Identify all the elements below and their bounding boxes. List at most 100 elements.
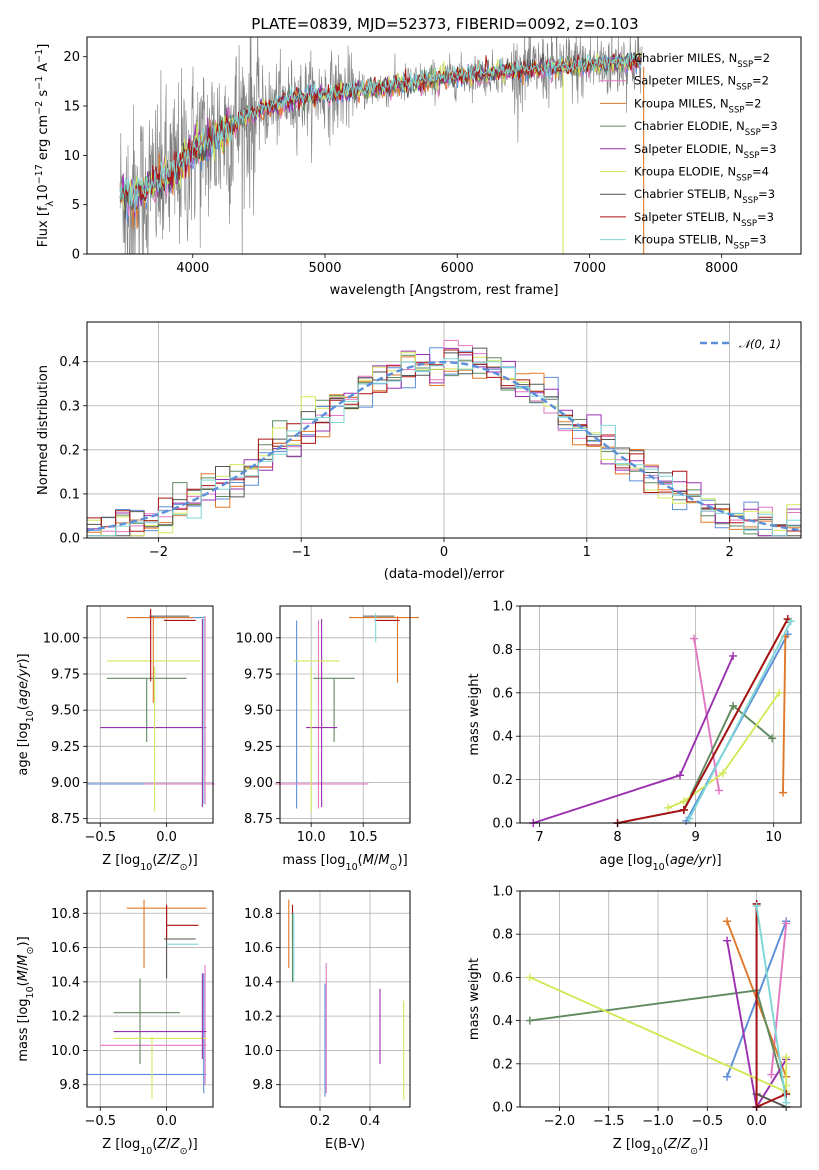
mass-vs-Z-ytick-label: 10.6 xyxy=(51,941,80,956)
weight-vs-age-series-kroupa-miles xyxy=(782,636,787,793)
weight-vs-Z-ytick-label: 0.4 xyxy=(492,1014,513,1029)
mass-vs-Z-frame: −0.5 0.0 9.8 10.0 10.2 10.4 10.6 10.8 xyxy=(51,890,214,1129)
mass-vs-Z-spines xyxy=(86,890,214,1108)
weight-vs-Z-marker-chabrier-miles xyxy=(723,1072,732,1081)
legend-label-kroupa-miles: Kroupa MILES, NSSP=2 xyxy=(634,96,761,115)
spectrum-xtick-label: 8000 xyxy=(705,261,738,276)
residuals-xtick-label: 2 xyxy=(725,545,733,560)
mass-vs-EBV-xlabel: E(B-V) xyxy=(325,1137,365,1152)
spectrum-ytick-label: 5 xyxy=(72,198,80,213)
weight-vs-Z-xtick-label: −2.0 xyxy=(544,1114,576,1129)
figure-title: PLATE=0839, MJD=52373, FIBERID=0092, z=0… xyxy=(251,15,638,33)
legend-label-chabrier-elodie: Chabrier ELODIE, NSSP=3 xyxy=(634,119,778,138)
spectrum-ytick-label: 10 xyxy=(63,149,80,164)
weight-vs-Z-ytick-label: 1.0 xyxy=(492,885,513,900)
mass-vs-EBV-ytick-label: 10.0 xyxy=(244,1044,273,1059)
weight-vs-age-ytick-label: 0.8 xyxy=(492,643,513,658)
weight-vs-Z-ytick-label: 0.8 xyxy=(492,928,513,943)
weight-vs-Z-marker-kroupa-miles xyxy=(723,917,732,926)
mass-vs-Z-ylabel: mass [log10(M/M⊙)] xyxy=(16,936,36,1061)
weight-vs-age-marker-kroupa-elodie xyxy=(679,797,688,806)
mass-vs-EBV-ytick-label: 10.4 xyxy=(244,975,273,990)
age-vs-mass-ytick-label: 9.75 xyxy=(244,667,273,682)
legend-label-chabrier-stelib: Chabrier STELIB, NSSP=3 xyxy=(634,187,775,206)
weight-vs-Z-ylabel: mass weight xyxy=(467,958,482,1040)
age-vs-Z-ylabel: age [log10(age/yr)] xyxy=(16,653,36,775)
weight-vs-age-marker-salpeter-elodie xyxy=(676,771,685,780)
spectrum-xtick-label: 4000 xyxy=(176,261,209,276)
weight-vs-Z-marker-kroupa-stelib xyxy=(752,902,761,911)
weight-vs-age-marker-kroupa-stelib xyxy=(685,814,694,823)
weight-vs-age-ytick-label: 1.0 xyxy=(492,600,513,615)
mass-vs-EBV-ytick-label: 9.8 xyxy=(252,1078,273,1093)
mass-vs-Z-ytick-label: 9.8 xyxy=(59,1078,80,1093)
spectrum-xtick-label: 5000 xyxy=(308,261,341,276)
weight-vs-age-marker-salpeter-stelib xyxy=(679,805,688,814)
weight-vs-Z-marker-kroupa-elodie xyxy=(782,1053,791,1062)
age-vs-mass-xtick-label: 10.0 xyxy=(297,830,326,845)
weight-vs-Z-ytick-label: 0.2 xyxy=(492,1057,513,1072)
weight-vs-Z-marker-kroupa-stelib xyxy=(782,1098,791,1107)
age-vs-Z-xtick-label: −0.5 xyxy=(84,830,116,845)
age-vs-mass-frame: 10.0 10.5 8.75 9.00 9.25 9.50 9.75 10.00 xyxy=(236,605,411,845)
age-vs-Z-ytick-label: 9.50 xyxy=(51,704,80,719)
mass-vs-EBV-ytick-label: 10.8 xyxy=(244,907,273,922)
age-vs-Z-axes xyxy=(87,606,213,823)
weight-vs-age-series-kroupa-stelib xyxy=(688,620,792,820)
spectrum-legend: Chabrier MILES, NSSP=2 Salpeter MILES, NS… xyxy=(600,51,778,252)
legend-label-kroupa-stelib: Kroupa STELIB, NSSP=3 xyxy=(634,233,766,252)
spectrum-ytick-label: 20 xyxy=(63,50,80,65)
weight-vs-age-marker-chabrier-elodie xyxy=(768,734,777,743)
weight-vs-age-xtick-label: 10 xyxy=(765,830,782,845)
weight-vs-Z-marker-kroupa-elodie xyxy=(525,973,534,982)
weight-vs-Z-marker-salpeter-elodie xyxy=(723,936,732,945)
weight-vs-age-marker-chabrier-elodie xyxy=(729,701,738,710)
weight-vs-age-ytick-label: 0.4 xyxy=(492,730,513,745)
age-vs-mass-ytick-label: 10.00 xyxy=(236,631,273,646)
mass-vs-Z-axes xyxy=(87,891,213,1107)
spectrum-xlabel: wavelength [Angstrom, rest frame] xyxy=(330,283,559,298)
weight-vs-age-marker-kroupa-elodie xyxy=(664,803,673,812)
weight-vs-Z-marker-salpeter-miles xyxy=(782,919,791,928)
mass-vs-EBV-frame: 0.2 0.4 9.8 10.0 10.2 10.4 10.6 10.8 xyxy=(244,890,411,1129)
mass-vs-Z-ytick-label: 10.8 xyxy=(51,907,80,922)
normal-curve xyxy=(86,360,802,532)
spectrum-xtick-label: 6000 xyxy=(441,261,474,276)
weight-vs-age-ytick-label: 0.6 xyxy=(492,686,513,701)
weight-vs-age-ylabel: mass weight xyxy=(467,673,482,755)
residuals-ytick-label: 0.3 xyxy=(59,399,80,414)
age-vs-Z-ytick-label: 9.00 xyxy=(51,776,80,791)
weight-vs-age-xtick-label: 7 xyxy=(535,830,543,845)
age-vs-mass-ytick-label: 9.25 xyxy=(244,740,273,755)
spectrum-frame: 4000 5000 6000 7000 8000 0 5 10 15 20 xyxy=(63,36,802,276)
weight-vs-Z-xtick-label: −1.5 xyxy=(593,1114,625,1129)
legend-label-chabrier-miles: Chabrier MILES, NSSP=2 xyxy=(634,51,770,70)
weight-vs-age-marker-kroupa-elodie xyxy=(718,769,727,778)
mass-vs-EBV-spines xyxy=(279,890,411,1108)
age-vs-Z-ytick-label: 8.75 xyxy=(51,812,80,827)
weight-vs-age-frame: 7 8 9 10 0.0 0.2 0.4 0.6 0.8 1.0 xyxy=(492,600,802,845)
mass-vs-EBV-xtick-label: 0.2 xyxy=(310,1114,331,1129)
weight-vs-Z-xtick-label: −0.5 xyxy=(692,1114,724,1129)
mass-vs-EBV-xtick-label: 0.4 xyxy=(360,1114,381,1129)
mass-vs-Z-ytick-label: 10.0 xyxy=(51,1044,80,1059)
age-vs-Z-xtick-label: 0.0 xyxy=(156,830,177,845)
weight-vs-age-marker-kroupa-elodie xyxy=(775,688,784,697)
mass-vs-Z-xlabel: Z [log10(Z/Z⊙)] xyxy=(102,1137,197,1157)
age-vs-Z-ytick-label: 9.25 xyxy=(51,740,80,755)
mass-vs-Z-xtick-label: 0.0 xyxy=(156,1114,177,1129)
weight-vs-age-series-kroupa-elodie xyxy=(667,692,780,809)
weight-vs-age-spines xyxy=(519,605,802,824)
weight-vs-Z-xlabel: Z [log10(Z/Z⊙)] xyxy=(613,1137,708,1157)
residuals-ytick-label: 0.4 xyxy=(59,355,80,370)
legend-label-salpeter-stelib: Salpeter STELIB, NSSP=3 xyxy=(634,210,774,229)
weight-vs-Z-marker-salpeter-miles xyxy=(767,1070,776,1079)
mass-vs-Z-xtick-label: −0.5 xyxy=(84,1114,116,1129)
spectrum-ytick-label: 15 xyxy=(63,100,80,115)
residuals-xtick-label: −2 xyxy=(149,545,168,560)
legend-label-salpeter-miles: Salpeter MILES, NSSP=2 xyxy=(634,74,769,93)
age-vs-mass-spines xyxy=(279,605,411,824)
legend-normal-label: 𝒩(0, 1) xyxy=(739,337,781,351)
age-vs-mass-ytick-label: 8.75 xyxy=(244,812,273,827)
